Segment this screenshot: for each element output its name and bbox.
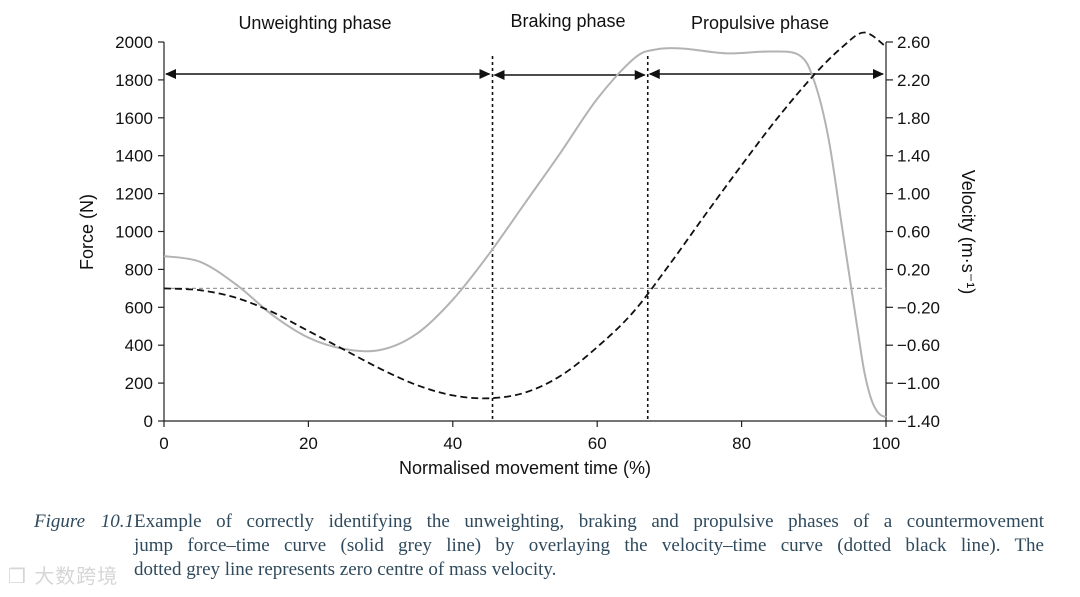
phase-label-braking: Braking phase: [510, 11, 625, 31]
y-tick-label: 1200: [115, 185, 153, 204]
y2-tick-label: −1.40: [897, 412, 940, 431]
phase-label-propulsive: Propulsive phase: [691, 13, 829, 33]
x-axis-ticks: 0 20 40 60 80 100: [159, 421, 900, 453]
series-layer: [163, 31, 887, 419]
force-series-line: [163, 47, 887, 419]
y2-tick-label: −0.60: [897, 336, 940, 355]
figure-label: Figure 10.1: [34, 511, 134, 532]
y2-tick-label: −1.00: [897, 374, 940, 393]
y2-axis-ticks: −1.40 −1.00 −0.60 −0.20 0.20 0.60 1.00 1.40 1.80…: [886, 33, 940, 431]
y2-tick-label: 0.60: [897, 223, 930, 242]
x-tick-label: 100: [872, 434, 900, 453]
y-tick-label: 200: [125, 374, 153, 393]
y-tick-label: 1000: [115, 223, 153, 242]
y-tick-label: 400: [125, 336, 153, 355]
figure-caption: Figure 10.1Example of correctly identify…: [34, 510, 1044, 582]
y-tick-label: 0: [144, 412, 153, 431]
watermark-logo-icon: ❒: [8, 564, 27, 588]
y-tick-label: 1600: [115, 109, 153, 128]
y2-tick-label: −0.20: [897, 298, 940, 317]
x-tick-label: 20: [299, 434, 318, 453]
force-velocity-chart: Unweighting phase Braking phase Propulsi…: [77, 11, 978, 478]
caption-line-1: Example of correctly identifying the unw…: [134, 511, 1044, 532]
y-axis-ticks: 0 200 400 600 800 1000 1200 1400 1600 1800 2000: [115, 33, 164, 431]
y-tick-label: 2000: [115, 33, 153, 52]
y2-tick-label: 2.20: [897, 71, 930, 90]
caption-line-2: jump force–time curve (solid grey line) …: [134, 535, 1044, 556]
y2-tick-label: 1.00: [897, 185, 930, 204]
x-tick-label: 80: [732, 434, 751, 453]
y2-tick-label: 2.60: [897, 33, 930, 52]
x-axis-title: Normalised movement time (%): [399, 458, 651, 478]
y-tick-label: 800: [125, 260, 153, 279]
watermark: ❒ 大数跨境: [8, 560, 118, 589]
watermark-text: 大数跨境: [34, 564, 119, 588]
phase-label-unweighting: Unweighting phase: [238, 13, 391, 33]
x-tick-label: 60: [588, 434, 607, 453]
y2-tick-label: 0.20: [897, 260, 930, 279]
reference-lines: [164, 56, 886, 421]
y-tick-label: 1800: [115, 71, 153, 90]
velocity-series-line: [163, 31, 887, 400]
phase-arrows: [165, 69, 884, 80]
y-axis-title: Force (N): [77, 194, 97, 270]
y2-axis-title: Velocity (m·s⁻¹): [958, 170, 978, 295]
x-tick-label: 40: [443, 434, 462, 453]
y2-tick-label: 1.40: [897, 147, 930, 166]
y-tick-label: 600: [125, 298, 153, 317]
y2-tick-label: 1.80: [897, 109, 930, 128]
y-tick-label: 1400: [115, 147, 153, 166]
caption-line-3: dotted grey line represents zero centre …: [134, 559, 557, 580]
x-tick-label: 0: [159, 434, 168, 453]
